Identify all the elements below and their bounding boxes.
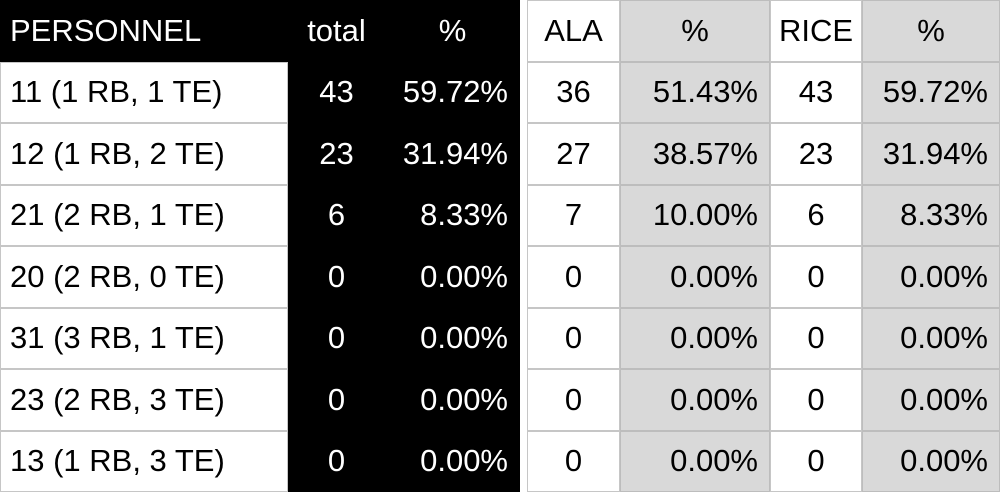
table-cell: 11 (1 RB, 1 TE) (0, 61, 288, 123)
table-cell: 0.00% (862, 307, 1000, 369)
table-cell: 12 (1 RB, 2 TE) (0, 123, 288, 185)
table-cell: 23 (288, 123, 385, 185)
table-cell: 6 (770, 184, 862, 246)
table-cell: 27 (527, 123, 620, 185)
table-cell: 0.00% (385, 246, 520, 308)
table-cell: 59.72% (385, 61, 520, 123)
header-cell: % (620, 0, 770, 62)
table-cell: 7 (527, 184, 620, 246)
table-cell: 0.00% (862, 369, 1000, 431)
table-cell: 0.00% (385, 430, 520, 492)
table-cell: 0 (770, 369, 862, 431)
table-cell: 0.00% (862, 246, 1000, 308)
table-cell: 0.00% (620, 307, 770, 369)
table-cell: 0 (527, 369, 620, 431)
header-cell: PERSONNEL (0, 0, 288, 62)
table-cell: 8.33% (385, 184, 520, 246)
table-cell: 0 (527, 430, 620, 492)
table-cell: 8.33% (862, 184, 1000, 246)
header-cell: ALA (527, 0, 620, 62)
table-cell: 20 (2 RB, 0 TE) (0, 246, 288, 308)
table-cell: 59.72% (862, 61, 1000, 123)
table-cell: 43 (770, 61, 862, 123)
table-cell: 0 (288, 307, 385, 369)
table-cell: 10.00% (620, 184, 770, 246)
table-cell: 0.00% (620, 430, 770, 492)
table-cell: 0.00% (620, 246, 770, 308)
table-cell: 0 (527, 307, 620, 369)
table-cell: 43 (288, 61, 385, 123)
table-cell: 0 (288, 369, 385, 431)
table-cell: 0.00% (385, 307, 520, 369)
table-cell: 0 (770, 430, 862, 492)
table-cell: 38.57% (620, 123, 770, 185)
table-cell: 23 (770, 123, 862, 185)
table-cell: 13 (1 RB, 3 TE) (0, 430, 288, 492)
table-cell: 51.43% (620, 61, 770, 123)
table-cell: 0.00% (385, 369, 520, 431)
table-cell: 0 (527, 246, 620, 308)
table-cell: 0 (288, 430, 385, 492)
table-cell: 21 (2 RB, 1 TE) (0, 184, 288, 246)
header-cell: % (862, 0, 1000, 62)
header-cell: total (288, 0, 385, 62)
table-cell: 36 (527, 61, 620, 123)
table-cell: 0 (288, 246, 385, 308)
table-cell: 31.94% (862, 123, 1000, 185)
table-cell: 23 (2 RB, 3 TE) (0, 369, 288, 431)
header-cell: RICE (770, 0, 862, 62)
table-cell: 6 (288, 184, 385, 246)
table-cell: 0 (770, 246, 862, 308)
table-cell: 0 (770, 307, 862, 369)
table-cell: 31 (3 RB, 1 TE) (0, 307, 288, 369)
table-cell: 0.00% (620, 369, 770, 431)
header-cell: % (385, 0, 520, 62)
table-cell: 31.94% (385, 123, 520, 185)
table-cell: 0.00% (862, 430, 1000, 492)
